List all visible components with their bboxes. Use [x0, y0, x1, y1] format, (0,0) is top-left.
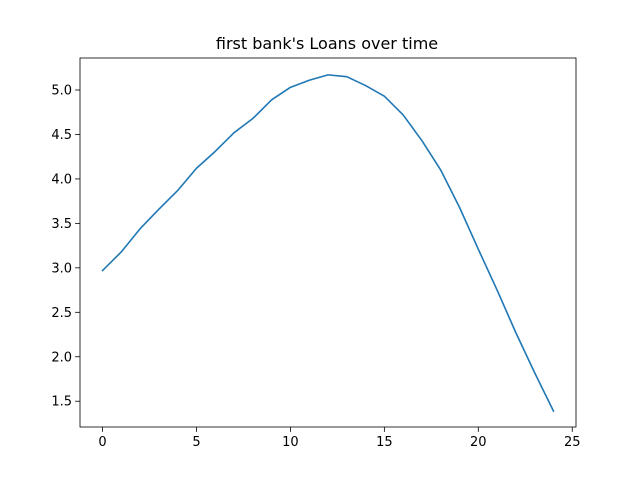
y-tick-label: 5.0 — [51, 84, 72, 99]
y-tick-label: 1.5 — [51, 395, 72, 410]
y-tick-label: 3.0 — [51, 261, 72, 276]
x-tick-label: 5 — [192, 435, 200, 450]
plot-frame — [79, 57, 577, 428]
axes: 0 5 10 15 20 25 1.5 2.0 2.5 3.0 3.5 4.0 4.5 5.0 — [51, 57, 581, 450]
x-tick-label: 10 — [282, 435, 299, 450]
y-tick-label: 3.5 — [51, 217, 72, 232]
x-tick-label: 15 — [376, 435, 393, 450]
series-line — [101, 74, 555, 413]
y-tick-label: 4.5 — [51, 128, 72, 143]
y-tick-label: 2.0 — [51, 350, 72, 365]
x-tick-label: 20 — [470, 435, 487, 450]
series-layer — [101, 74, 555, 413]
x-tick-label: 0 — [98, 435, 106, 450]
x-tick-label: 25 — [564, 435, 581, 450]
y-tick-label: 2.5 — [51, 306, 72, 321]
y-tick-label: 4.0 — [51, 172, 72, 187]
chart-title: first bank's Loans over time — [216, 34, 438, 53]
